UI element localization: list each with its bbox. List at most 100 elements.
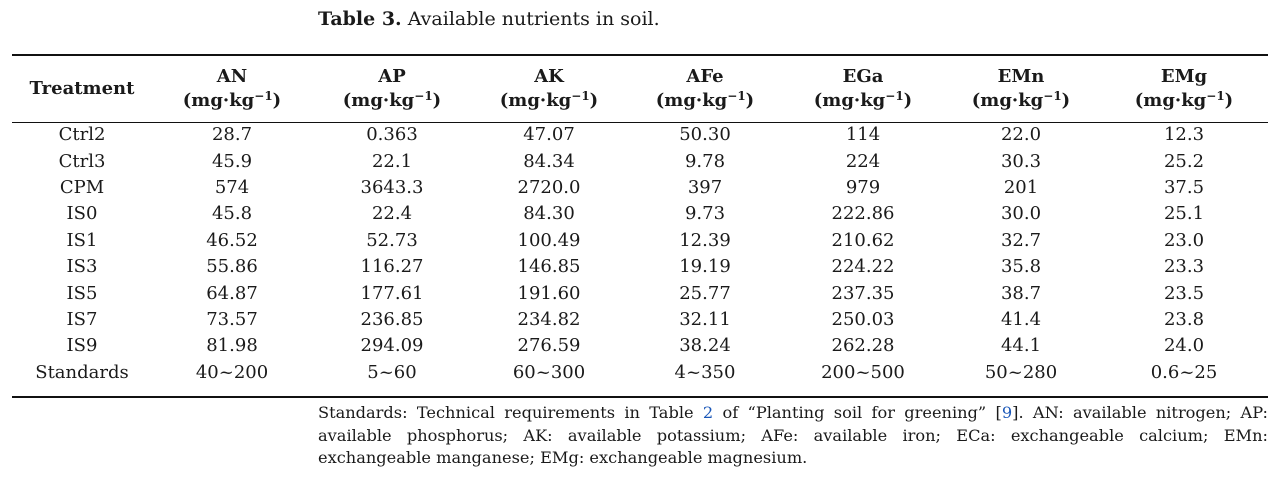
treatment-cell: Ctrl2 xyxy=(58,124,106,146)
value-cell: 19.19 xyxy=(679,256,731,278)
column-header-ak: AK (mg·kg−1) xyxy=(472,56,626,122)
column-unit: (mg·kg−1) xyxy=(499,89,599,111)
treatment-cell: Ctrl3 xyxy=(58,150,106,172)
column-unit: (mg·kg−1) xyxy=(1134,89,1234,111)
value-cell: 2720.0 xyxy=(517,176,581,198)
value-cell: 38.24 xyxy=(679,335,731,357)
value-cell: 41.4 xyxy=(1000,308,1042,330)
value-cell: 12.3 xyxy=(1163,124,1205,146)
treatment-cell: IS7 xyxy=(66,308,98,330)
value-cell: 64.87 xyxy=(206,282,258,304)
value-cell: 44.1 xyxy=(1000,335,1042,357)
value-cell: 52.73 xyxy=(366,229,418,251)
column-unit: (mg·kg−1) xyxy=(971,89,1071,111)
value-cell: 224.22 xyxy=(831,256,895,278)
column-name: AK xyxy=(534,66,564,87)
value-cell: 224 xyxy=(845,150,881,172)
table-top-rule xyxy=(12,54,1268,56)
table-row: IS0 45.8 22.4 84.30 9.73 222.86 30.0 25.1 xyxy=(12,201,1268,227)
column-header-treatment: Treatment xyxy=(12,56,152,122)
treatment-cell: IS3 xyxy=(66,256,98,278)
treatment-cell: Standards xyxy=(35,361,129,383)
value-cell: 100.49 xyxy=(517,229,581,251)
column-header-afe: AFe (mg·kg−1) xyxy=(626,56,784,122)
value-cell: 201 xyxy=(1003,176,1039,198)
table-row: IS9 81.98 294.09 276.59 38.24 262.28 44.1 24.0 xyxy=(12,333,1268,359)
value-cell: 9.73 xyxy=(684,203,726,225)
value-cell: 114 xyxy=(845,124,881,146)
value-cell: 574 xyxy=(214,176,250,198)
value-cell: 45.8 xyxy=(211,203,253,225)
value-cell: 22.4 xyxy=(371,203,413,225)
column-header-emg: EMg (mg·kg−1) xyxy=(1100,56,1268,122)
column-name: EMn xyxy=(997,66,1045,87)
value-cell: 210.62 xyxy=(831,229,895,251)
value-cell: 32.11 xyxy=(679,308,731,330)
table-row: IS1 46.52 52.73 100.49 12.39 210.62 32.7 23.0 xyxy=(12,228,1268,254)
column-name: AP xyxy=(378,66,406,87)
table-row: IS3 55.86 116.27 146.85 19.19 224.22 35.8 23.3 xyxy=(12,254,1268,280)
value-cell: 3643.3 xyxy=(360,176,424,198)
value-cell: 37.5 xyxy=(1163,176,1205,198)
value-cell: 294.09 xyxy=(360,335,424,357)
treatment-cell: IS1 xyxy=(66,229,98,251)
column-name: EMg xyxy=(1160,66,1208,87)
value-cell: 397 xyxy=(687,176,723,198)
value-cell: 276.59 xyxy=(517,335,581,357)
column-unit: (mg·kg−1) xyxy=(813,89,913,111)
value-cell: 50~280 xyxy=(984,361,1058,383)
value-cell: 23.3 xyxy=(1163,256,1205,278)
table-caption: Table 3. Available nutrients in soil. xyxy=(318,8,660,30)
value-cell: 22.0 xyxy=(1000,124,1042,146)
value-cell: 60~300 xyxy=(512,361,586,383)
value-cell: 146.85 xyxy=(517,256,581,278)
column-name: Treatment xyxy=(29,78,135,99)
value-cell: 0.363 xyxy=(366,124,418,146)
value-cell: 222.86 xyxy=(831,203,895,225)
value-cell: 30.3 xyxy=(1000,150,1042,172)
value-cell: 23.8 xyxy=(1163,308,1205,330)
citation-link[interactable]: 9 xyxy=(1001,403,1013,422)
footnote-text-1: Standards: Technical requirements in Tab… xyxy=(318,403,703,422)
treatment-cell: IS5 xyxy=(66,282,98,304)
value-cell: 237.35 xyxy=(831,282,895,304)
column-header-ega: EGa (mg·kg−1) xyxy=(784,56,942,122)
column-name: AFe xyxy=(686,66,724,87)
value-cell: 9.78 xyxy=(684,150,726,172)
value-cell: 200~500 xyxy=(821,361,905,383)
column-unit: (mg·kg−1) xyxy=(342,89,442,111)
value-cell: 236.85 xyxy=(360,308,424,330)
value-cell: 234.82 xyxy=(517,308,581,330)
column-name: AN xyxy=(216,66,248,87)
treatment-cell: IS0 xyxy=(66,203,98,225)
value-cell: 38.7 xyxy=(1000,282,1042,304)
table-bottom-rule xyxy=(12,396,1268,398)
value-cell: 191.60 xyxy=(517,282,581,304)
value-cell: 46.52 xyxy=(206,229,258,251)
value-cell: 84.30 xyxy=(523,203,575,225)
value-cell: 32.7 xyxy=(1000,229,1042,251)
value-cell: 35.8 xyxy=(1000,256,1042,278)
table-row: IS5 64.87 177.61 191.60 25.77 237.35 38.7 23.5 xyxy=(12,280,1268,306)
value-cell: 177.61 xyxy=(360,282,424,304)
value-cell: 30.0 xyxy=(1000,203,1042,225)
value-cell: 24.0 xyxy=(1163,335,1205,357)
table-row: Standards 40~200 5~60 60~300 4~350 200~500 50~… xyxy=(12,360,1268,386)
column-header-emn: EMn (mg·kg−1) xyxy=(942,56,1100,122)
column-unit: (mg·kg−1) xyxy=(655,89,755,111)
table-row: IS7 73.57 236.85 234.82 32.11 250.03 41.4 23.8 xyxy=(12,307,1268,333)
table-footnote: Standards: Technical requirements in Tab… xyxy=(318,402,1268,470)
column-header-ap: AP (mg·kg−1) xyxy=(312,56,472,122)
column-unit: (mg·kg−1) xyxy=(182,89,282,111)
value-cell: 23.5 xyxy=(1163,282,1205,304)
table-body: Ctrl2 28.7 0.363 47.07 50.30 114 22.0 12.3 Ctrl3… xyxy=(12,122,1268,386)
footnote-text-2: of “Planting soil for greening” [ xyxy=(713,403,1002,422)
value-cell: 116.27 xyxy=(360,256,424,278)
value-cell: 81.98 xyxy=(206,335,258,357)
column-header-an: AN (mg·kg−1) xyxy=(152,56,312,122)
nutrients-table: Treatment AN (mg·kg−1) AP (mg·kg−1) AK (mg·kg−… xyxy=(12,56,1268,386)
value-cell: 84.34 xyxy=(523,150,575,172)
value-cell: 250.03 xyxy=(831,308,895,330)
table-row: CPM 574 3643.3 2720.0 397 979 201 37.5 xyxy=(12,175,1268,201)
table-ref-link[interactable]: 2 xyxy=(702,403,714,422)
